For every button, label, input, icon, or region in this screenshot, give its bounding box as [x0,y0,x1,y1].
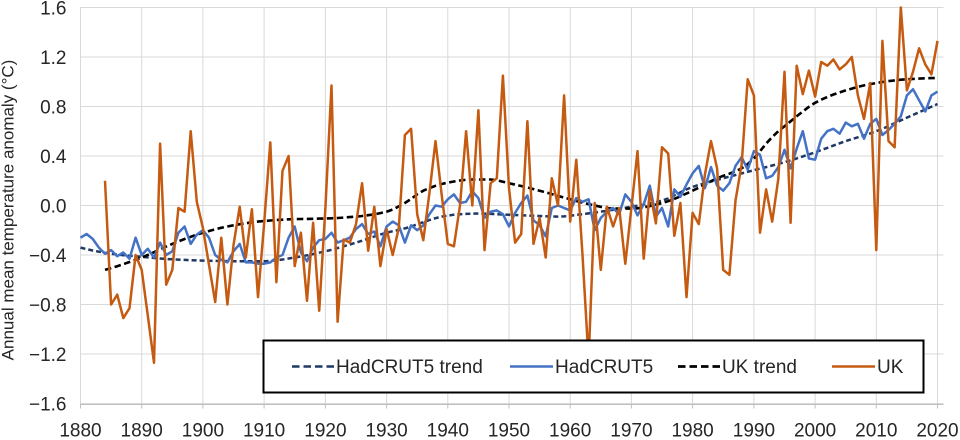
svg-text:1940: 1940 [427,421,469,440]
svg-text:−1.6: −1.6 [29,394,67,415]
svg-text:UK: UK [877,357,904,378]
svg-text:Annual mean temperature anomal: Annual mean temperature anomaly (°C) [0,60,18,361]
svg-text:1990: 1990 [733,421,775,440]
svg-text:2010: 2010 [855,421,897,440]
svg-text:0.4: 0.4 [40,147,67,168]
svg-text:HadCRUT5: HadCRUT5 [555,357,653,378]
svg-text:1960: 1960 [549,421,591,440]
svg-text:−0.4: −0.4 [29,246,67,267]
svg-text:UK trend: UK trend [722,357,797,378]
svg-text:0.8: 0.8 [40,97,66,118]
svg-text:1980: 1980 [671,421,713,440]
svg-text:0.0: 0.0 [40,196,66,217]
svg-text:1880: 1880 [59,421,101,440]
svg-text:HadCRUT5 trend: HadCRUT5 trend [336,357,483,378]
svg-text:1.6: 1.6 [40,0,66,19]
svg-text:−1.2: −1.2 [29,345,67,366]
svg-text:1900: 1900 [182,421,224,440]
svg-text:1.2: 1.2 [40,48,66,69]
svg-text:1930: 1930 [365,421,407,440]
svg-text:−0.8: −0.8 [29,295,67,316]
svg-text:1920: 1920 [304,421,346,440]
svg-text:1950: 1950 [488,421,530,440]
svg-text:2000: 2000 [794,421,836,440]
svg-text:1890: 1890 [121,421,163,440]
svg-text:2020: 2020 [916,421,958,440]
svg-text:1910: 1910 [243,421,285,440]
svg-text:1970: 1970 [610,421,652,440]
